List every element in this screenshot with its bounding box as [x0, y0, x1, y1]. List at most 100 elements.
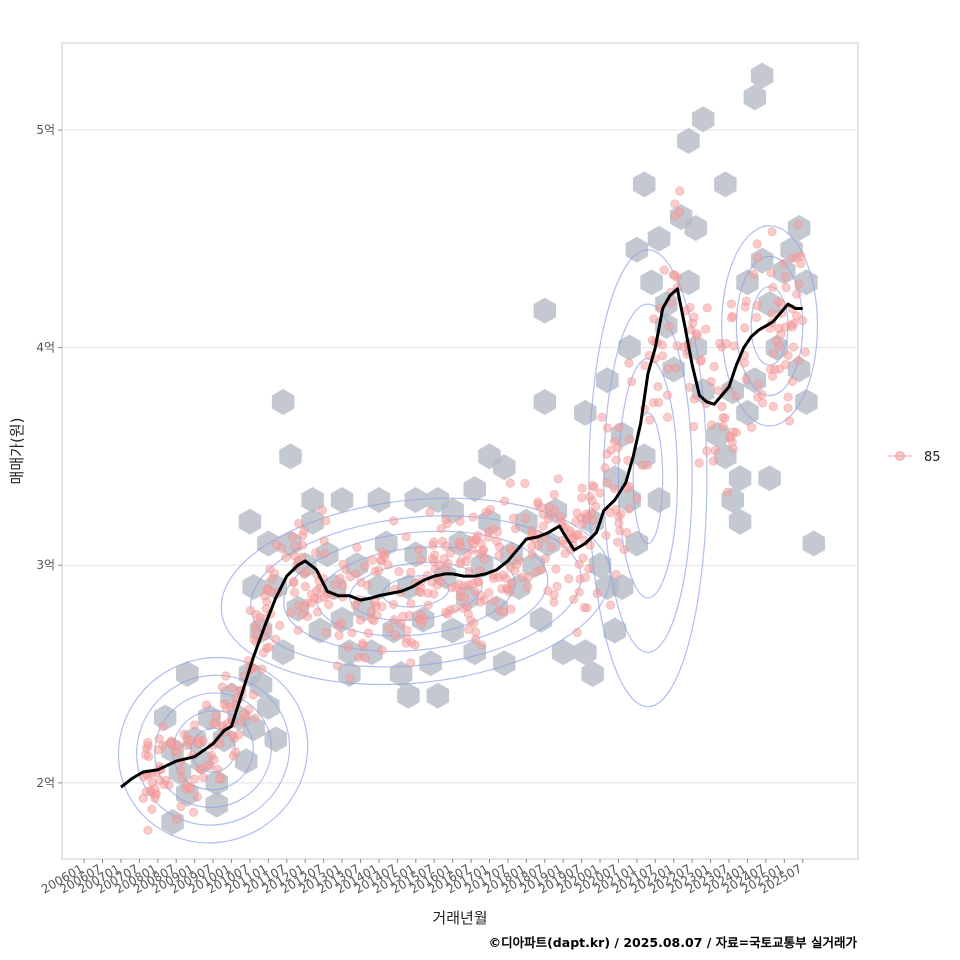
- scatter-point: [425, 507, 435, 517]
- scatter-point: [748, 269, 759, 279]
- scatter-point: [615, 526, 625, 536]
- scatter-point: [702, 446, 712, 456]
- scatter-point: [193, 738, 203, 748]
- hex-cell: [618, 334, 641, 361]
- scatter-point: [271, 634, 281, 644]
- scatter-point: [549, 597, 559, 607]
- scatter-point: [172, 814, 182, 824]
- scatter-point: [277, 543, 287, 554]
- scatter-point: [244, 704, 254, 714]
- scatter-point: [257, 664, 267, 674]
- trend-line-layer: [120, 287, 803, 789]
- scatter-point: [572, 530, 582, 540]
- scatter-point: [309, 593, 320, 603]
- scatter-point: [440, 607, 451, 618]
- scatter-point: [592, 588, 602, 599]
- scatter-point: [767, 308, 777, 318]
- scatter-point: [521, 513, 531, 524]
- hex-cell: [271, 639, 295, 666]
- scatter-point: [416, 618, 427, 629]
- legend-label: 85: [924, 450, 941, 465]
- hex-cell: [581, 661, 604, 687]
- scatter-point: [429, 589, 439, 599]
- scatter-point: [143, 825, 153, 835]
- scatter-point: [358, 640, 368, 651]
- scatter-point: [527, 541, 537, 551]
- scatter-point: [147, 804, 157, 814]
- scatter-point: [564, 574, 574, 584]
- scatter-point: [602, 423, 613, 433]
- scatter-point: [579, 602, 589, 613]
- scatter-point: [728, 443, 738, 454]
- y-tick-label: 4억: [36, 341, 55, 355]
- density-contour: [735, 255, 804, 397]
- density-contour: [603, 303, 693, 653]
- scatter-point: [663, 363, 673, 374]
- scatter-point: [440, 514, 451, 525]
- scatter-point: [718, 421, 728, 432]
- scatter-point: [706, 420, 717, 430]
- scatter-point: [258, 648, 269, 658]
- scatter-point: [213, 764, 223, 775]
- scatter-point: [300, 581, 311, 592]
- scatter-point: [293, 625, 303, 635]
- scatter-point: [657, 351, 668, 361]
- hex-cell: [692, 106, 715, 133]
- scatter-point: [230, 747, 241, 757]
- scatter-point: [472, 577, 482, 587]
- scatter-point: [251, 609, 262, 620]
- scatter-point: [471, 634, 481, 645]
- scatter-point: [753, 252, 763, 263]
- y-axis: 2억 3억 4억 5억: [36, 123, 62, 790]
- scatter-point: [319, 549, 330, 559]
- scatter-point: [580, 572, 590, 583]
- scatter-point: [675, 186, 685, 196]
- scatter-point: [696, 355, 706, 365]
- hex-cell: [257, 693, 280, 720]
- scatter-point: [332, 661, 343, 671]
- scatter-point: [462, 602, 472, 612]
- hex-cell: [640, 269, 663, 296]
- scatter-point: [689, 312, 699, 322]
- scatter-point: [721, 338, 731, 349]
- scatter-point: [504, 587, 515, 597]
- scatter-point: [445, 548, 456, 558]
- scatter-point: [206, 750, 217, 761]
- scatter-point: [538, 521, 548, 531]
- scatter-point: [685, 302, 695, 313]
- scatter-point: [740, 323, 750, 333]
- scatter-point: [543, 586, 553, 596]
- scatter-point: [533, 497, 543, 507]
- scatter-point: [659, 265, 669, 275]
- scatter-point: [406, 658, 416, 668]
- scatter-point: [360, 561, 370, 571]
- y-tick-label: 3억: [36, 558, 55, 572]
- hex-cell: [419, 650, 442, 677]
- hex-cell: [728, 465, 752, 492]
- scatter-point: [455, 516, 465, 527]
- y-axis-title: 매매가(원): [8, 418, 26, 485]
- scatter-point: [164, 780, 174, 790]
- scatter-point: [228, 731, 238, 741]
- scatter-point: [689, 394, 699, 404]
- scatter-point: [692, 331, 702, 341]
- scatter-point: [653, 382, 663, 392]
- scatter-point: [512, 559, 522, 569]
- scatter-point: [201, 700, 212, 710]
- scatter-point: [460, 593, 470, 603]
- hex-cell: [574, 639, 597, 666]
- scatter-point: [619, 544, 629, 555]
- scatter-point: [609, 436, 620, 447]
- scatter-point: [299, 526, 309, 536]
- scatter-point: [402, 625, 412, 636]
- scatter-point: [773, 297, 784, 307]
- scatter-point: [265, 586, 276, 597]
- scatter-point: [210, 719, 221, 729]
- scatter-point: [423, 600, 433, 610]
- scatter-point: [336, 618, 346, 628]
- scatter-point: [416, 609, 426, 620]
- scatter-point: [188, 807, 199, 817]
- scatter-point: [540, 554, 550, 564]
- hex-cell: [728, 508, 752, 535]
